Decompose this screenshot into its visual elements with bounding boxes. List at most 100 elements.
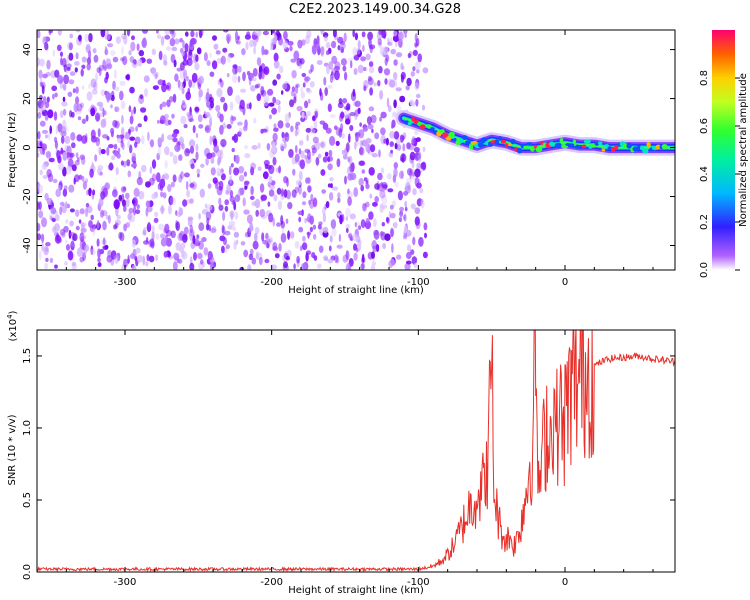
noise-speckle [66,165,72,175]
noise-speckle [327,84,333,89]
noise-speckle [371,251,375,259]
noise-speckle [360,185,365,192]
noise-speckle [308,199,311,205]
noise-speckle [352,30,355,38]
noise-speckle [45,247,49,253]
noise-speckle [257,142,261,149]
noise-speckle [186,180,189,191]
noise-speckle [53,111,58,121]
noise-speckle [242,197,246,207]
noise-speckle [322,213,327,223]
noise-speckle [283,141,287,149]
noise-speckle [60,130,67,137]
noise-speckle [196,234,200,239]
noise-speckle [59,201,65,206]
noise-speckle [77,116,82,121]
noise-speckle [159,103,163,110]
noise-speckle [164,34,171,40]
noise-speckle [322,206,326,215]
noise-speckle [344,175,347,185]
noise-speckle [166,99,171,108]
noise-speckle [350,162,355,172]
noise-speckle [81,118,86,125]
noise-speckle [367,31,373,41]
signal-trace-spot [581,144,587,149]
noise-speckle [371,153,378,158]
noise-speckle [268,189,275,197]
noise-speckle [209,114,213,123]
signal-trace-spot [549,141,555,147]
noise-speckle [71,263,77,270]
noise-speckle [310,193,314,202]
noise-speckle [98,147,102,156]
noise-speckle [337,36,344,44]
noise-speckle [142,30,148,34]
noise-speckle [283,189,288,198]
noise-speckle [43,245,49,256]
noise-speckle [235,40,241,45]
noise-speckle [169,196,176,206]
noise-speckle [349,172,357,181]
signal-trace-spot [554,142,562,149]
noise-speckle [249,225,254,232]
noise-speckle [41,163,48,170]
noise-speckle [136,176,143,186]
noise-speckle [85,114,89,122]
noise-speckle [198,75,204,85]
noise-speckle [291,156,296,166]
noise-speckle [114,106,120,113]
noise-speckle [49,215,53,220]
noise-speckle [299,245,303,252]
colorbar-tick-label: 0.0 [699,262,710,278]
noise-speckle [412,257,418,262]
noise-speckle [395,52,403,58]
noise-speckle [191,72,198,83]
noise-speckle [242,71,246,82]
noise-speckle [230,211,234,221]
noise-speckle [177,81,184,91]
noise-speckle [183,226,189,235]
noise-speckle [155,254,159,261]
noise-speckle [340,58,347,66]
signal-trace-spot [510,138,516,145]
noise-speckle [322,122,329,130]
noise-speckle [331,55,338,64]
signal-trace-spot [505,143,509,148]
noise-speckle [283,252,289,260]
noise-speckle [61,231,66,238]
noise-speckle [76,247,83,258]
noise-speckle [299,159,306,170]
noise-speckle [114,69,117,79]
noise-speckle [308,69,313,74]
noise-speckle [261,232,265,242]
x-tick-label: -200 [260,277,283,288]
noise-speckle [54,234,62,244]
signal-trace-spot [535,146,543,153]
noise-speckle [306,89,313,94]
noise-speckle [131,265,137,270]
noise-speckle [37,152,40,158]
noise-speckle [205,111,211,118]
noise-speckle [163,60,168,66]
noise-speckle [200,163,205,168]
noise-speckle [220,173,226,181]
noise-speckle [65,201,68,209]
noise-speckle [382,184,388,189]
noise-speckle [330,219,337,229]
noise-speckle [101,239,107,245]
noise-speckle [54,264,58,269]
noise-speckle [274,253,280,259]
noise-speckle [37,111,42,119]
noise-speckle [123,223,127,232]
noise-speckle [172,137,178,143]
noise-speckle [245,41,249,51]
noise-speckle [244,34,251,40]
noise-speckle [48,157,55,163]
noise-speckle [313,233,317,240]
noise-speckle [178,207,183,216]
noise-speckle [244,180,250,185]
noise-speckle [218,204,224,211]
noise-speckle [336,158,341,168]
noise-speckle [398,38,403,48]
noise-speckle [118,134,125,140]
